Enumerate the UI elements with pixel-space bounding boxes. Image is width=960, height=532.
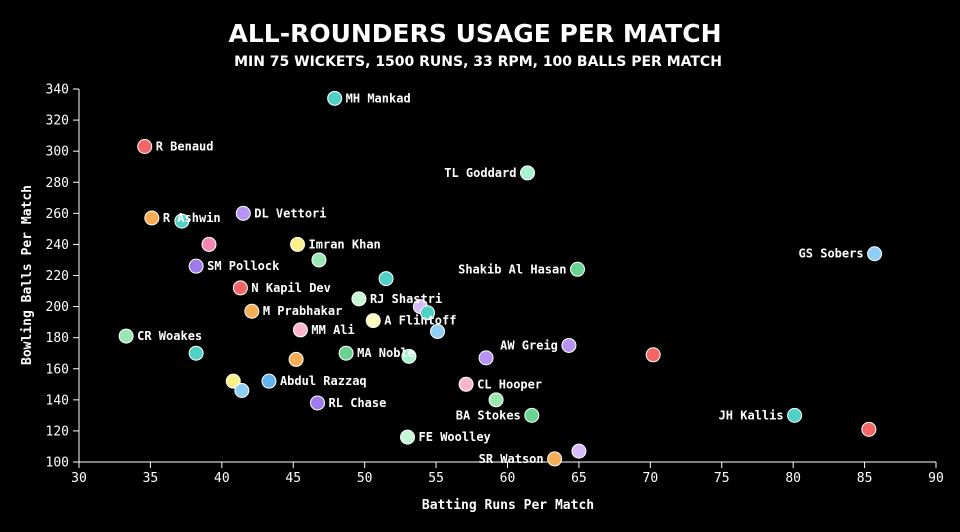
x-tick-label: 55 <box>428 471 444 486</box>
x-axis-label: Batting Runs Per Match <box>422 498 594 513</box>
y-tick-label: 140 <box>46 393 69 408</box>
y-tick-label: 180 <box>46 331 69 346</box>
data-point[interactable] <box>188 345 204 361</box>
y-tick-label: 200 <box>46 300 69 315</box>
data-point[interactable] <box>458 376 474 392</box>
y-axis: 100 120 140 160 180 200 220 240 260 280 300 320 340 <box>46 83 80 471</box>
data-point[interactable] <box>430 323 446 339</box>
data-point[interactable] <box>867 246 883 262</box>
data-label: JH Kallis <box>719 408 784 422</box>
data-point[interactable] <box>244 303 260 319</box>
y-tick-label: 320 <box>46 114 69 129</box>
x-tick-label: 40 <box>214 471 230 486</box>
data-point[interactable] <box>310 395 326 411</box>
data-point[interactable] <box>288 351 304 367</box>
x-tick-label: 70 <box>643 471 659 486</box>
data-labels: MH Mankad R Benaud TL Goddard DL Vettori R A… <box>137 91 863 466</box>
x-tick-label: 75 <box>714 471 730 486</box>
data-point[interactable] <box>188 258 204 274</box>
data-label: CL Hooper <box>477 377 542 391</box>
data-point[interactable] <box>235 205 251 221</box>
data-point[interactable] <box>290 236 306 252</box>
data-point[interactable] <box>571 443 587 459</box>
y-tick-label: 220 <box>46 269 69 284</box>
x-tick-label: 90 <box>928 471 944 486</box>
data-points <box>118 90 883 467</box>
x-tick-label: 85 <box>857 471 873 486</box>
data-point[interactable] <box>787 407 803 423</box>
x-tick-label: 35 <box>143 471 159 486</box>
data-point[interactable] <box>261 373 277 389</box>
data-point[interactable] <box>519 165 535 181</box>
data-point[interactable] <box>351 291 367 307</box>
data-point[interactable] <box>561 337 577 353</box>
data-point[interactable] <box>378 271 394 287</box>
chart-title: ALL-ROUNDERS USAGE PER MATCH <box>228 19 721 48</box>
data-label: MH Mankad <box>346 91 411 105</box>
data-label: RJ Shastri <box>370 292 442 306</box>
data-label: SR Watson <box>479 452 544 466</box>
data-point[interactable] <box>569 261 585 277</box>
data-point[interactable] <box>311 252 327 268</box>
data-label: AW Greig <box>500 338 558 352</box>
chart-subtitle: MIN 75 WICKETS, 1500 RUNS, 33 RPM, 100 B… <box>234 54 722 70</box>
data-label: RL Chase <box>329 396 387 410</box>
data-label: N Kapil Dev <box>251 281 330 295</box>
data-point[interactable] <box>524 407 540 423</box>
data-point[interactable] <box>400 429 416 445</box>
y-tick-label: 260 <box>46 207 69 222</box>
data-point[interactable] <box>174 213 190 229</box>
y-tick-label: 120 <box>46 424 69 439</box>
data-point[interactable] <box>225 373 241 389</box>
y-tick-label: 300 <box>46 145 69 160</box>
data-label: DL Vettori <box>254 206 326 220</box>
data-label: CR Woakes <box>137 329 202 343</box>
data-label: A Flintoff <box>384 314 456 328</box>
data-point[interactable] <box>144 210 160 226</box>
data-label: Imran Khan <box>309 237 381 251</box>
data-label: MA Noble <box>357 346 415 360</box>
data-label: M Prabhakar <box>263 304 342 318</box>
x-tick-label: 50 <box>357 471 373 486</box>
y-tick-label: 100 <box>46 456 69 471</box>
data-point[interactable] <box>201 236 217 252</box>
x-tick-label: 45 <box>285 471 301 486</box>
data-point[interactable] <box>861 421 877 437</box>
y-tick-label: 240 <box>46 238 69 253</box>
data-point[interactable] <box>365 313 381 329</box>
data-label: R Benaud <box>156 140 214 154</box>
data-point[interactable] <box>234 383 250 399</box>
data-point[interactable] <box>645 347 661 363</box>
data-point[interactable] <box>401 348 417 364</box>
data-point[interactable] <box>547 451 563 467</box>
data-point[interactable] <box>420 305 436 321</box>
x-tick-label: 80 <box>785 471 801 486</box>
data-label: R Ashwin <box>163 211 221 225</box>
data-label: GS Sobers <box>799 247 864 261</box>
data-point[interactable] <box>232 280 248 296</box>
data-label: SM Pollock <box>207 259 280 273</box>
data-label: BA Stokes <box>456 408 521 422</box>
x-tick-label: 30 <box>71 471 87 486</box>
x-tick-label: 60 <box>500 471 516 486</box>
y-tick-label: 280 <box>46 176 69 191</box>
y-axis-label: Bowling Balls Per Match <box>20 185 35 365</box>
data-label: FE Woolley <box>419 430 491 444</box>
data-point[interactable] <box>292 322 308 338</box>
data-point[interactable] <box>488 392 504 408</box>
x-tick-label: 65 <box>571 471 587 486</box>
y-tick-label: 160 <box>46 362 69 377</box>
data-point[interactable] <box>327 90 343 106</box>
data-label: TL Goddard <box>444 166 516 180</box>
data-label: MM Ali <box>311 323 354 337</box>
data-label: Abdul Razzaq <box>280 374 367 388</box>
data-point[interactable] <box>137 139 153 155</box>
data-point[interactable] <box>338 345 354 361</box>
y-tick-label: 340 <box>46 83 69 98</box>
data-label: Shakib Al Hasan <box>458 262 566 276</box>
data-point[interactable] <box>118 328 134 344</box>
x-axis: 30 35 40 45 50 55 60 65 70 75 80 85 90 <box>71 461 944 486</box>
data-point[interactable] <box>478 350 494 366</box>
